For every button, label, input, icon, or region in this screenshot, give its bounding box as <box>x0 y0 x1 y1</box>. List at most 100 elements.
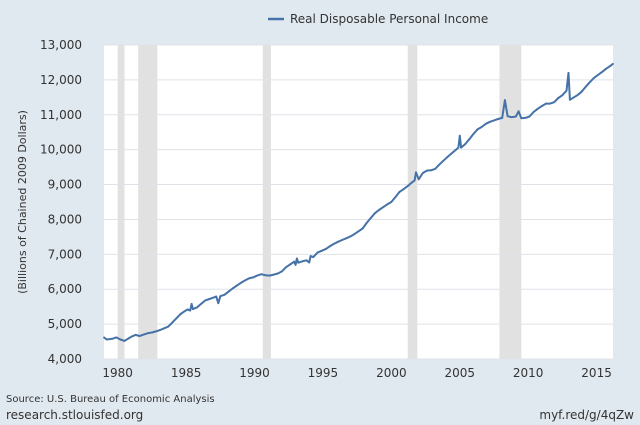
data-point <box>480 126 483 128</box>
data-point <box>268 274 271 277</box>
data-point <box>196 306 198 309</box>
data-point <box>312 256 315 259</box>
data-point <box>549 102 551 105</box>
x-tick-label: 1985 <box>171 366 202 380</box>
data-point <box>285 266 287 269</box>
data-point <box>528 115 531 118</box>
data-point <box>506 115 509 118</box>
data-point <box>146 332 149 335</box>
data-point <box>192 308 194 311</box>
y-tick-label: 13,000 <box>40 38 82 52</box>
data-point <box>442 159 445 162</box>
y-tick-label: 9,000 <box>48 178 82 192</box>
data-point <box>592 77 595 80</box>
data-point <box>134 334 137 336</box>
data-point <box>252 276 255 279</box>
data-point <box>484 122 487 125</box>
data-point <box>476 128 479 131</box>
data-point <box>468 138 471 141</box>
recession-band <box>117 45 125 359</box>
data-point <box>219 295 222 298</box>
data-point <box>561 94 564 97</box>
data-point <box>280 270 283 273</box>
data-point <box>155 330 157 333</box>
plot-area <box>104 45 613 359</box>
data-point <box>159 329 161 331</box>
x-tick-label: 1995 <box>308 366 339 380</box>
data-point <box>305 259 308 262</box>
data-point <box>365 222 368 224</box>
site-link[interactable]: research.stlouisfed.org <box>6 408 144 422</box>
data-point <box>580 90 583 93</box>
data-point <box>458 134 461 137</box>
x-tick-label: 2015 <box>581 366 612 380</box>
data-point <box>402 188 405 190</box>
x-tick-label: 1980 <box>102 366 133 380</box>
data-point <box>540 105 543 107</box>
data-point <box>231 287 234 290</box>
data-point <box>434 167 437 170</box>
data-point <box>208 298 211 300</box>
data-point <box>369 217 372 219</box>
y-tick-label: 10,000 <box>40 143 82 157</box>
y-tick-label: 4,000 <box>48 352 82 366</box>
data-point <box>410 181 413 184</box>
data-point <box>510 116 513 119</box>
data-point <box>212 296 215 299</box>
data-point <box>217 302 220 305</box>
data-point <box>309 255 312 257</box>
data-point <box>297 261 300 264</box>
data-point <box>361 227 364 230</box>
data-point <box>450 152 453 155</box>
data-point <box>349 235 352 238</box>
y-axis-title: (Billions of Chained 2009 Dollars) <box>16 110 29 294</box>
data-point <box>256 274 259 277</box>
data-point <box>394 196 397 199</box>
data-point <box>374 212 376 215</box>
data-point <box>601 70 603 73</box>
data-point <box>565 89 568 92</box>
x-tick-label: 2010 <box>513 366 544 380</box>
data-point <box>524 117 527 119</box>
data-point <box>130 335 133 338</box>
recession-band <box>262 45 271 359</box>
data-point <box>301 260 304 263</box>
data-point <box>227 290 230 293</box>
y-tick-label: 12,000 <box>40 73 82 87</box>
data-point <box>175 317 178 320</box>
legend: Real Disposable Personal Income <box>268 12 488 26</box>
data-point <box>357 230 360 233</box>
short-url-link[interactable]: myf.red/g/4qZw <box>539 408 634 422</box>
data-point <box>244 279 246 282</box>
data-point <box>588 81 591 84</box>
data-point <box>382 206 385 209</box>
data-point <box>514 115 517 118</box>
data-points <box>103 62 614 342</box>
data-point <box>406 185 409 187</box>
data-point <box>294 263 297 266</box>
data-point <box>417 178 420 181</box>
data-point <box>567 72 570 74</box>
data-point <box>167 325 170 328</box>
data-point <box>454 149 457 151</box>
data-point <box>189 309 192 312</box>
data-point <box>557 97 560 99</box>
data-point <box>296 257 298 260</box>
data-point <box>248 277 250 280</box>
data-point <box>426 169 428 172</box>
data-point <box>504 99 506 102</box>
data-point <box>609 65 612 67</box>
recession-band <box>499 45 522 359</box>
data-point <box>378 209 380 211</box>
data-point <box>421 172 424 174</box>
data-point <box>235 284 238 287</box>
data-point <box>545 102 547 105</box>
recession-band <box>407 45 418 359</box>
data-point <box>386 203 389 206</box>
data-point <box>183 310 186 313</box>
data-point <box>612 62 614 65</box>
data-point <box>457 146 460 149</box>
data-point <box>289 263 291 266</box>
data-point <box>501 117 504 119</box>
data-point <box>605 67 608 70</box>
